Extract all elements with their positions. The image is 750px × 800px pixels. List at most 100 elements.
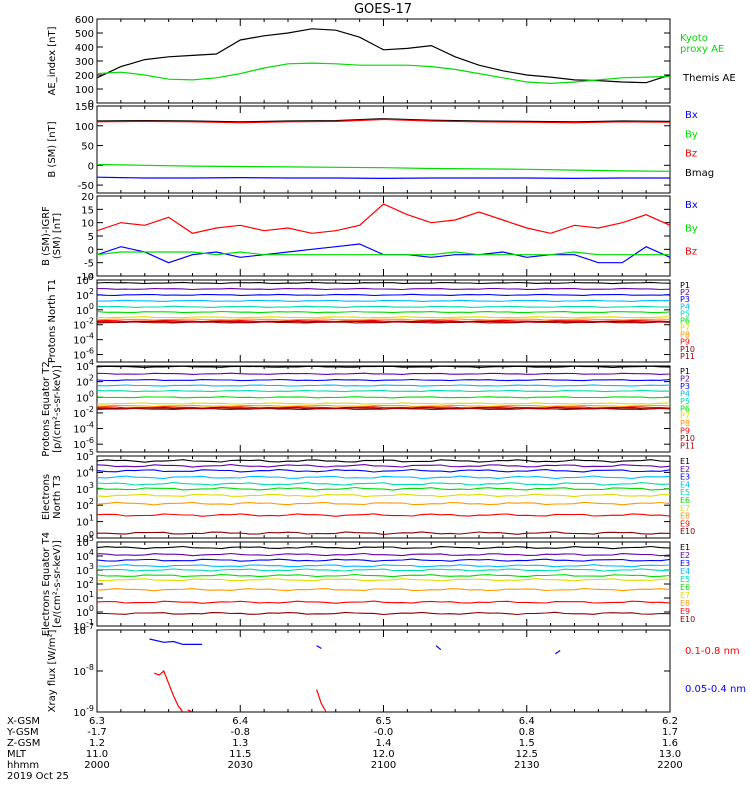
y-tick-label: 103 (76, 562, 94, 577)
y-tick-label: 100 (76, 389, 94, 404)
x-axis-value: 6.5 (376, 716, 392, 727)
y-tick-label: 10-7 (73, 622, 94, 637)
channel-label: P8 (680, 331, 690, 340)
y-tick-label: 100 (75, 122, 94, 133)
plot-area (97, 118, 670, 180)
panel-frame (96, 18, 671, 104)
channel-label: E5 (680, 575, 690, 584)
plot-area (97, 545, 670, 616)
y-tick-label: 20 (81, 192, 94, 203)
x-axis-value: 6.4 (232, 716, 248, 727)
channel-line (97, 299, 670, 302)
series-line (149, 638, 203, 645)
y-tick-label: 102 (76, 497, 94, 512)
y-tick-label: 10-1 (73, 618, 94, 633)
y-tick-label: 10-6 (73, 436, 94, 451)
x-axis-value: 1.7 (662, 727, 678, 738)
channel-line (97, 305, 670, 308)
x-axis-row-label: Z-GSM (7, 738, 40, 749)
channel-label: P5 (680, 397, 690, 406)
legend-label: Bx (685, 110, 698, 121)
series-line (97, 203, 670, 234)
legend-label: 0.05-0.4 nm (685, 684, 746, 695)
channel-line (97, 281, 670, 285)
series-line (316, 645, 322, 650)
panel-frame (96, 455, 671, 539)
plot-area (149, 638, 561, 712)
y-tick-label: 104 (76, 548, 94, 563)
channel-label: P3 (680, 295, 690, 304)
y-axis-label: Protons Equator T2[p/(cm²-s-sr-keV)] (41, 361, 63, 457)
series-line (97, 118, 670, 124)
channel-label: P10 (680, 345, 695, 354)
channel-line (97, 493, 670, 498)
y-tick-label: 200 (75, 71, 94, 82)
channel-line (97, 287, 670, 291)
channel-line (97, 564, 670, 568)
channel-line (97, 389, 670, 393)
y-tick-label: 0 (88, 245, 94, 256)
channel-line (97, 482, 670, 486)
channel-label: P4 (680, 302, 690, 311)
x-axis-value: 1.5 (519, 738, 535, 749)
channel-label: E2 (680, 465, 690, 474)
plot-area (97, 366, 670, 411)
x-axis-row-label: Y-GSM (6, 727, 39, 738)
channel-line (97, 316, 670, 319)
series-line (97, 163, 670, 172)
y-tick-label: 500 (75, 29, 94, 40)
y-tick-label: 50 (81, 142, 94, 153)
x-axis-value: 1.6 (662, 738, 678, 749)
channel-label: P1 (680, 281, 690, 290)
y-tick-label: 101 (76, 514, 94, 529)
y-tick-label: 100 (76, 604, 94, 619)
panel-8: 10-7 10-8 10-9 Xray flux [W/m²] 0.1-0.8 nm 0.… (47, 622, 746, 719)
channel-line (97, 568, 670, 572)
y-tick-label: 10-2 (73, 317, 94, 332)
channel-line (97, 310, 670, 314)
channel-label: E5 (680, 488, 690, 497)
y-axis-label: B (SM) [nT] (47, 121, 58, 177)
series-line (555, 650, 561, 655)
channel-line (97, 501, 670, 506)
x-axis-value: 11.0 (86, 749, 108, 760)
legend-label: Bx (685, 200, 698, 211)
channel-label: E6 (680, 496, 690, 505)
x-axis-value: 2200 (657, 760, 682, 771)
plot-area (97, 281, 670, 324)
channel-line (97, 587, 670, 592)
channel-line (97, 396, 670, 399)
channel-label: E4 (680, 480, 690, 489)
y-tick-label: 100 (76, 530, 94, 545)
series-line (435, 645, 442, 651)
plot-area (97, 28, 670, 85)
channel-label: P4 (680, 389, 690, 398)
panel-3: -10 -5 0 5 10 15 20 B (SM)-IGRF(SM) [nT] Bx By Bz (41, 192, 698, 283)
channel-line (97, 600, 670, 604)
series-line (154, 669, 184, 712)
x-axis-value: 1.4 (376, 738, 392, 749)
series-line (97, 28, 670, 84)
channel-label: E10 (680, 615, 695, 624)
channel-line (97, 384, 670, 387)
x-axis-value: -0.0 (374, 727, 394, 738)
panel-2: -50 0 50 100 150 B (SM) [nT] Bx By Bz Bmag (47, 102, 714, 194)
x-axis-value: 2100 (371, 760, 396, 771)
x-axis-row-label: MLT (7, 749, 27, 760)
y-tick-label: 10-6 (73, 347, 94, 362)
channel-label: E10 (680, 527, 695, 536)
channel-label: P8 (680, 419, 690, 428)
y-tick-label: 0 (88, 161, 94, 172)
plot-area (97, 203, 670, 264)
x-axis-row-label: X-GSM (7, 716, 40, 727)
y-tick-label: 101 (76, 590, 94, 605)
y-tick-label: 10-4 (73, 332, 94, 347)
channel-label: E7 (680, 504, 690, 513)
series-line (97, 118, 670, 123)
legend-label: Bz (685, 247, 697, 258)
channel-line (97, 513, 670, 517)
channel-label: E9 (680, 607, 690, 616)
